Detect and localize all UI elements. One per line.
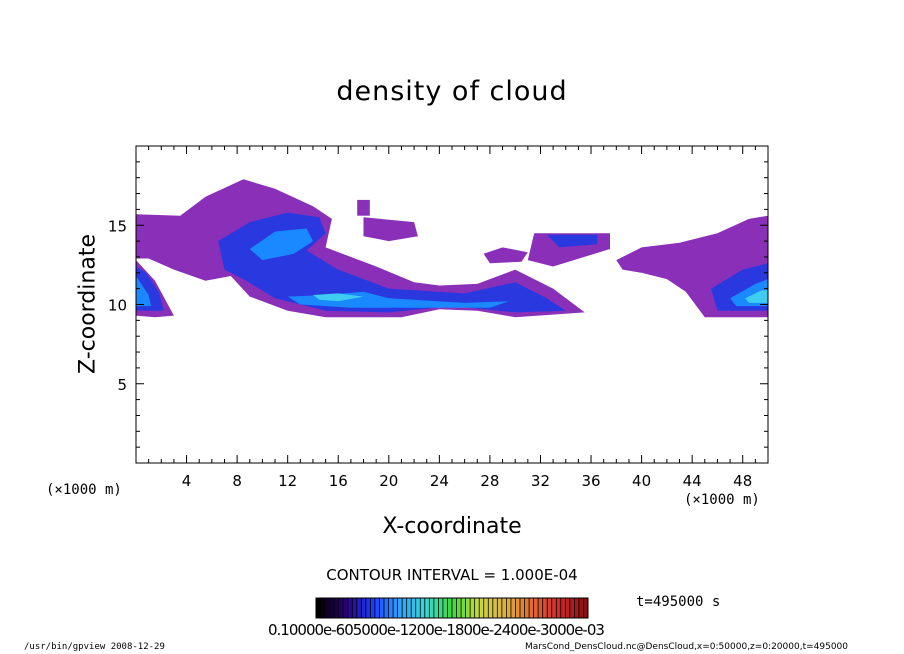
- colorbar-segment: [452, 598, 458, 618]
- colorbar-segment: [461, 598, 467, 618]
- colorbar-segment: [492, 598, 498, 618]
- colorbar-segment: [379, 598, 385, 618]
- x-axis-unit-right: (×1000 m): [684, 492, 760, 508]
- colorbar-segment: [556, 598, 562, 618]
- colorbar-segment: [393, 598, 399, 618]
- x-tick-label: 40: [632, 472, 651, 490]
- density-region-level-4: [745, 290, 768, 303]
- colorbar-segment: [347, 598, 353, 618]
- colorbar-segment: [352, 598, 358, 618]
- colorbar-tick-labels: 0.10000e-605000e-1200e-1800e-2400e-3000e…: [268, 621, 605, 639]
- x-tick-label: 4: [182, 472, 192, 490]
- colorbar-segment: [547, 598, 553, 618]
- colorbar-segment: [316, 598, 322, 618]
- colorbar-segment: [343, 598, 349, 618]
- colorbar-segment: [488, 598, 494, 618]
- colorbar-segment: [479, 598, 485, 618]
- colorbar-segment: [510, 598, 516, 618]
- density-region-level-1: [483, 247, 528, 264]
- colorbar-segment: [551, 598, 557, 618]
- colorbar-segment: [583, 598, 589, 618]
- density-region-level-1: [136, 179, 585, 318]
- colorbar-segment: [361, 598, 367, 618]
- x-tick-label: 36: [581, 472, 600, 490]
- colorbar-segment: [497, 598, 503, 618]
- colorbar-segment: [565, 598, 571, 618]
- time-label: t=495000 s: [636, 594, 721, 610]
- colorbar-segment: [420, 598, 426, 618]
- colorbar-segment: [370, 598, 376, 618]
- x-tick-label: 12: [278, 472, 297, 490]
- x-tick-label: 44: [683, 472, 702, 490]
- colorbar-segment: [415, 598, 421, 618]
- colorbar-segment: [433, 598, 439, 618]
- colorbar-segment: [515, 598, 521, 618]
- colorbar-segment: [578, 598, 584, 618]
- colorbar-segment: [338, 598, 344, 618]
- y-tick-label: 5: [117, 376, 127, 394]
- x-tick-label: 28: [480, 472, 499, 490]
- colorbar-segment: [406, 598, 412, 618]
- colorbar-segment: [374, 598, 380, 618]
- colorbar-segment: [329, 598, 335, 618]
- colorbar-segment: [429, 598, 435, 618]
- density-region-level-1: [363, 217, 418, 242]
- colorbar-segment: [388, 598, 394, 618]
- x-axis-label: X-coordinate: [382, 514, 522, 539]
- x-tick-label: 20: [379, 472, 398, 490]
- colorbar-segment: [501, 598, 507, 618]
- colorbar-segment: [474, 598, 480, 618]
- colorbar-segment: [574, 598, 580, 618]
- x-tick-label: 24: [430, 472, 449, 490]
- colorbar-segment: [384, 598, 390, 618]
- colorbar-segment: [334, 598, 340, 618]
- colorbar-frame: [315, 597, 589, 619]
- colorbar-segment: [356, 598, 362, 618]
- y-tick-label: 10: [108, 297, 127, 315]
- colorbar-segment: [560, 598, 566, 618]
- colorbar-segment: [470, 598, 476, 618]
- colorbar-segment: [424, 598, 430, 618]
- contour-interval-label: CONTOUR INTERVAL = 1.000E-04: [326, 566, 578, 584]
- colorbar-segment: [402, 598, 408, 618]
- density-region-level-1: [357, 199, 370, 216]
- footer-source: MarsCond_DensCloud.nc@DensCloud,x=0:5000…: [525, 642, 848, 652]
- y-tick-label: 15: [108, 217, 127, 235]
- colorbar-segment: [483, 598, 489, 618]
- x-axis-unit-left: (×1000 m): [46, 482, 122, 498]
- colorbar-segment: [533, 598, 539, 618]
- colorbar-segment: [569, 598, 575, 618]
- colorbar-segment: [538, 598, 544, 618]
- density-region-level-3: [249, 228, 313, 261]
- x-tick-label: 32: [531, 472, 550, 490]
- colorbar-segment: [438, 598, 444, 618]
- x-tick-label: 16: [329, 472, 348, 490]
- colorbar-segment: [365, 598, 371, 618]
- density-region-level-4: [313, 293, 364, 302]
- chart-title: density of cloud: [336, 76, 568, 107]
- colorbar-segment: [506, 598, 512, 618]
- x-tick-label: 8: [232, 472, 242, 490]
- colorbar-segment: [456, 598, 462, 618]
- colorbar: [315, 597, 589, 619]
- colorbar-segment: [542, 598, 548, 618]
- colorbar-segment: [524, 598, 530, 618]
- x-tick-label: 48: [733, 472, 752, 490]
- density-region-level-2: [546, 234, 598, 248]
- colorbar-segment: [529, 598, 535, 618]
- colorbar-segment: [447, 598, 453, 618]
- colorbar-segment: [397, 598, 403, 618]
- colorbar-segment: [442, 598, 448, 618]
- density-region-level-3: [136, 276, 152, 307]
- footer-command: /usr/bin/gpview 2008-12-29: [24, 642, 165, 652]
- colorbar-segment: [520, 598, 526, 618]
- colorbar-segment: [325, 598, 331, 618]
- colorbar-segment: [411, 598, 417, 618]
- colorbar-segment: [320, 598, 326, 618]
- cloud-density-field: [136, 179, 768, 318]
- colorbar-segment: [465, 598, 471, 618]
